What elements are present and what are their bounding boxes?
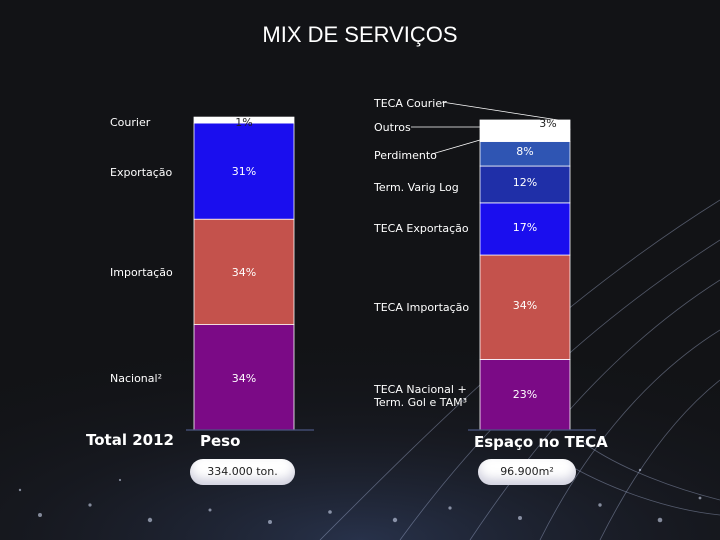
right-label-perdimento: Perdimento: [374, 149, 437, 162]
value-label-right-4: 8%: [516, 145, 533, 158]
value-label-right-3: 12%: [513, 176, 537, 189]
bar-segment-left-0: [193, 324, 295, 431]
left-label-nacional: Nacional²: [110, 372, 162, 385]
value-label-right-0: 23%: [513, 388, 537, 401]
value-label-right-6: 3%: [539, 117, 556, 130]
slide-title: MIX DE SERVIÇOS: [262, 22, 458, 47]
value-label-left-0: 34%: [232, 372, 256, 385]
bar-segment-right-4: [479, 141, 571, 167]
bar-segment-right-5: [479, 128, 571, 142]
right-label-term-varig-log: Term. Varig Log: [374, 181, 459, 194]
bar-segment-right-0: [479, 359, 571, 431]
value-label-right-1: 34%: [513, 299, 537, 312]
bar-segment-right-3: [479, 165, 571, 204]
left-label-courier: Courier: [110, 116, 151, 129]
right-label-teca-courier: TECA Courier: [374, 97, 447, 110]
left-label-importacao: Importação: [110, 266, 173, 279]
right-label-teca-exportacao: TECA Exportação: [374, 222, 469, 235]
chart-left-bars: [193, 116, 295, 431]
value-label-left-3: 1%: [235, 116, 252, 129]
right-total-pill: 96.900m²: [478, 459, 576, 485]
bar-segment-right-2: [479, 202, 571, 256]
left-label-exportacao: Exportação: [110, 166, 173, 179]
left-chart-heading: Peso: [200, 432, 241, 450]
value-label-right-2: 17%: [513, 221, 537, 234]
leader-line-2: [431, 139, 481, 155]
bar-segment-left-1: [193, 218, 295, 325]
value-label-right-5: 4%: [496, 126, 513, 139]
bar-segment-right-1: [479, 254, 571, 360]
bar-segment-left-3: [193, 116, 295, 124]
right-chart-heading: Espaço no TECA: [474, 433, 608, 451]
left-total-pill: 334.000 ton.: [190, 459, 295, 485]
bar-segment-right-6: [479, 119, 571, 130]
right-label-teca-importacao: TECA Importação: [374, 301, 470, 314]
leader-line-0: [441, 101, 559, 121]
value-label-left-2: 31%: [232, 165, 256, 178]
right-label-outros: Outros: [374, 121, 411, 134]
right-label-teca-nacional: TECA Nacional + Term. Gol e TAM³: [374, 383, 468, 409]
total-year-label: Total 2012: [86, 431, 174, 449]
chart-right-bars: [479, 119, 571, 431]
value-label-left-1: 34%: [232, 266, 256, 279]
